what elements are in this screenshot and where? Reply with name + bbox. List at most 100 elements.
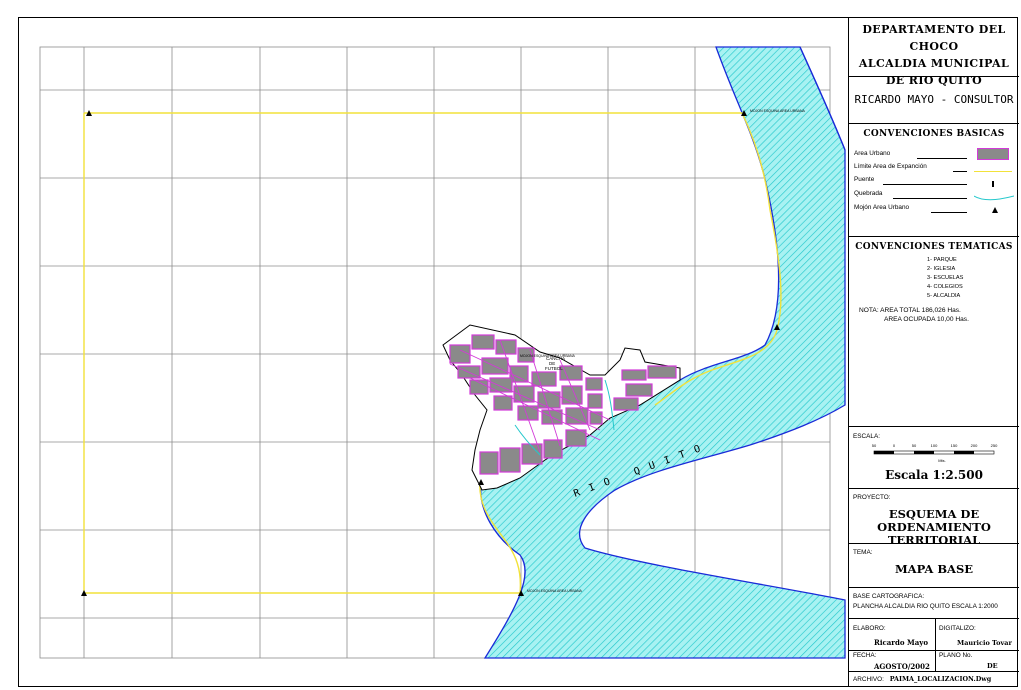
monument-triangle: [86, 110, 92, 116]
theme-label: TEMA:: [853, 549, 873, 556]
urban-block: [509, 365, 529, 383]
svg-text:MOJON ESQUINA AREA URBANA: MOJON ESQUINA AREA URBANA: [527, 589, 583, 593]
svg-text:DE: DE: [549, 361, 555, 366]
urban-block: [495, 339, 517, 355]
urban-block: [531, 371, 557, 387]
legend-leader: [953, 171, 967, 172]
area-occupied: AREA OCUPADA 10,00 Has.: [884, 316, 969, 323]
svg-text:MOJON ESQUINA AREA URBANA: MOJON ESQUINA AREA URBANA: [520, 354, 576, 358]
urban-block: [613, 397, 639, 411]
monument-triangle: [81, 590, 87, 596]
scale-tick-label: 150: [951, 443, 958, 448]
made-by-value: Ricardo Mayo: [874, 638, 928, 647]
svg-text:CANCHA: CANCHA: [546, 356, 565, 361]
urban-block: [621, 369, 647, 381]
map-area: RIO QUITO CANCHA DE FUTBOL MOJON ESQUINA…: [18, 17, 848, 687]
scale-label: ESCALA:: [853, 433, 880, 440]
scale-tick-label: 50: [912, 443, 917, 448]
basic-legend-title: CONVENCIONES BASICAS: [863, 129, 1005, 139]
file-value: PAIMA_LOCALIZACION.Dwg: [889, 675, 992, 683]
urban-block: [625, 383, 653, 397]
street: [459, 349, 611, 421]
project-value-line: ESQUEMA DE ORDENAMIENTO: [877, 507, 991, 534]
street: [449, 363, 601, 431]
coordinate-grid: [39, 46, 831, 659]
monument-triangle: [741, 110, 747, 116]
urban-block: [471, 334, 495, 350]
thematic-item: 4- COLEGIOS: [927, 284, 963, 290]
department-name: DEPARTAMENTO DEL CHOCO: [862, 23, 1006, 53]
urban-block: [479, 451, 499, 475]
street: [559, 359, 591, 431]
digitized-by-label: DIGITALIZO:: [939, 625, 976, 632]
plan-number-value: DE: [987, 662, 998, 670]
river: [480, 46, 846, 659]
legend-bridge-swatch: [992, 181, 994, 187]
legend-leader: [893, 198, 967, 199]
department-section: DEPARTAMENTO DEL CHOCO ALCALDIA MUNICIPA…: [849, 17, 1019, 87]
municipality-name: DE RIO QUITO: [885, 74, 983, 87]
digitized-by-value: Mauricio Tovar: [957, 639, 1012, 647]
scale-section: ESCALA: 50 0 50 100 150 200 250 Mts. Escala 1:…: [849, 427, 1019, 489]
urban-block: [543, 439, 563, 459]
base-cartography-section: BASE CARTOGRAFICA: PLANCHA ALCALDIA RIO …: [849, 588, 1019, 619]
area-total: NOTA: AREA TOTAL 186,026 Has.: [859, 307, 961, 314]
file-section: ARCHIVO: PAIMA_LOCALIZACION.Dwg: [849, 672, 1019, 687]
thematic-item: 5- ALCALDIA: [927, 293, 961, 299]
urban-block: [521, 443, 543, 465]
thematic-item: 3- ESCUELAS: [927, 275, 964, 281]
legend-leader: [931, 212, 967, 213]
scale-bar: 50 0 50 100 150 200 250 Mts.: [872, 443, 998, 463]
legend-bridge-label: Puente: [854, 176, 875, 183]
river-east-bank: [799, 46, 846, 151]
urban-block: [565, 429, 587, 447]
date-divider: [935, 651, 936, 671]
project-label: PROYECTO:: [853, 494, 891, 501]
urban-area: [442, 324, 681, 491]
scale-unit: Mts.: [938, 458, 946, 463]
made-by-label: ELABORO:: [853, 625, 886, 632]
legend-creek-label: Quebrada: [854, 190, 883, 197]
legend-expansion-label: Límite Area de Expanción: [854, 163, 927, 170]
svg-text:FUTBOL: FUTBOL: [545, 366, 563, 371]
expansion-limit-line: [83, 112, 782, 594]
project-value: ESQUEMA DE ORDENAMIENTO TERRITORIAL: [849, 508, 1019, 547]
urban-block: [647, 365, 677, 379]
monument-labels: MOJON ESQUINA AREA URBANA MOJON ESQUINA …: [520, 109, 806, 593]
urban-block: [565, 407, 589, 425]
scale-tick-label: 200: [971, 443, 978, 448]
legend-monument-swatch: [992, 207, 998, 213]
consultant-name: RICARDO MAYO - CONSULTOR: [854, 93, 1014, 106]
credits-divider: [935, 619, 936, 650]
date-label: FECHA:: [853, 652, 877, 659]
scale-tick-label: 0: [893, 443, 896, 448]
plan-number-label: PLANO No.: [939, 652, 973, 659]
legend-creek-swatch: [974, 195, 1014, 201]
thematic-legend: CONVENCIONES TEMATICAS 1- PARQUE 2- IGLE…: [849, 237, 1019, 427]
file-row: ARCHIVO: PAIMA_LOCALIZACION.Dwg: [853, 675, 991, 683]
legend-expansion-swatch: [974, 171, 1012, 172]
urban-block: [493, 395, 513, 411]
theme-section: TEMA: MAPA BASE: [849, 544, 1019, 588]
base-value: PLANCHA ALCALDIA RIO QUITO ESCALA 1:2000: [853, 603, 998, 610]
municipal-name: ALCALDIA MUNICIPAL: [858, 57, 1010, 70]
grid-border: [39, 46, 831, 659]
scale-tick-label: 250: [991, 443, 998, 448]
urban-block: [559, 365, 583, 381]
monument-triangle: [518, 590, 524, 596]
urban-block: [585, 377, 603, 391]
date-value: AGOSTO/2002: [874, 662, 930, 671]
creek: [514, 379, 615, 456]
theme-value: MAPA BASE: [894, 562, 974, 576]
area-note: NOTA: AREA TOTAL 186,026 Has. AREA OCUPA…: [859, 306, 969, 324]
thematic-item: 2- IGLESIA: [927, 266, 956, 272]
project-section: PROYECTO: ESQUEMA DE ORDENAMIENTO TERRIT…: [849, 489, 1019, 547]
urban-block: [449, 344, 471, 364]
street: [529, 349, 561, 447]
legend-leader: [917, 158, 967, 159]
street: [499, 339, 541, 453]
legend-monument-label: Mojón Area Urbano: [854, 204, 910, 211]
consultant-section: RICARDO MAYO - CONSULTOR: [849, 77, 1019, 124]
thematic-legend-title: CONVENCIONES TEMATICAS: [855, 242, 1013, 252]
